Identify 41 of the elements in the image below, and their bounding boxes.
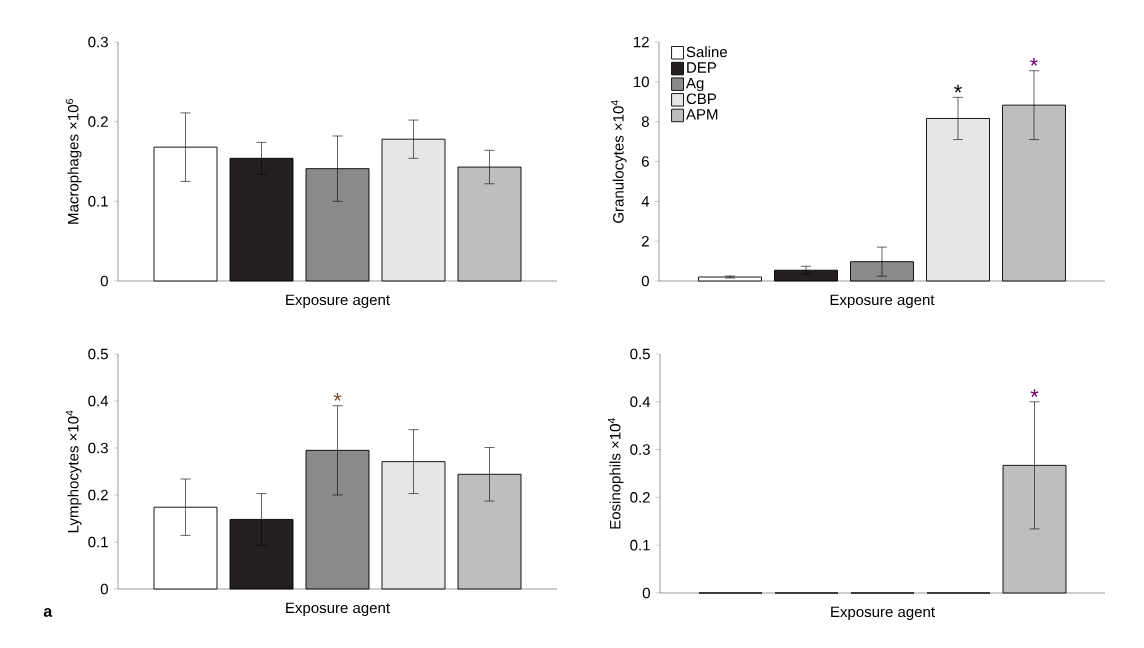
y-tick-label: 0.1 [630,539,650,551]
legend-label: Ag [686,77,704,92]
y-axis-title: Granulocytes ×10$^{4}$ [611,100,627,223]
y-tick-label: 0.2 [88,489,108,501]
y-axis-title: Macrophages ×10$^{6}$ [65,99,82,224]
x-axis-title: Exposure agent [286,602,390,617]
y-tick-label: 0 [642,587,650,599]
y-tick-label: 0 [100,275,108,287]
y-tick-label: 8 [641,116,649,127]
y-axis-title: Lymphocytes ×10$^{4}$ [65,410,82,533]
y-tick-label: 12 [634,36,649,48]
y-tick-label: 0.2 [88,116,108,127]
y-tick-label: 0.2 [630,492,650,503]
y-tick-label: 4 [641,196,650,207]
data-label: * [333,393,342,401]
x-axis-title: Exposure agent [831,606,935,621]
y-tick-label: 0.4 [630,396,651,408]
y-tick-label: 0.1 [88,536,108,548]
y-tick-label: 0.5 [630,348,650,360]
text: a [43,608,53,617]
y-tick-label: 0.5 [88,348,108,360]
legend-label: APM [686,109,718,120]
y-tick-label: 2 [641,235,649,247]
legend-label: Saline [686,46,727,58]
legend-label: CBP [686,93,717,105]
y-tick-label: 0.3 [88,442,108,454]
data-label: * [1030,58,1038,66]
data-label: * [954,84,962,93]
y-tick-label: 0.4 [88,395,109,407]
y-tick-label: 6 [641,156,649,167]
x-axis-title: Exposure agent [286,294,390,309]
y-tick-label: 0 [641,275,649,287]
data-label: * [1030,389,1039,397]
y-tick-label: 0 [100,583,108,595]
y-tick-label: 10 [634,76,649,88]
y-tick-label: 0.1 [88,196,108,207]
legend-label: DEP [687,62,717,73]
y-tick-label: 0.3 [630,444,650,455]
x-axis-title: Exposure agent [830,294,935,309]
y-tick-label: 0.3 [88,36,108,48]
y-axis-title: Eosinophils ×10$^{4}$ [607,417,624,529]
